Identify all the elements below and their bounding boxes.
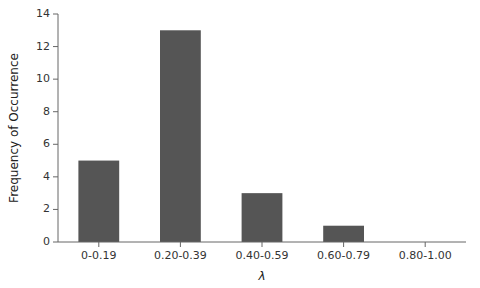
y-axis-label: Frequency of Occurrence [7, 53, 21, 203]
y-tick-label: 4 [43, 170, 50, 183]
x-axis-label: λ [257, 269, 265, 283]
y-tick [53, 46, 58, 47]
x-tick [98, 242, 99, 247]
y-axis: 0 2 4 6 8 10 12 14 [36, 7, 58, 248]
x-tick-label: 0.80-1.00 [399, 249, 452, 262]
y-tick [53, 176, 58, 177]
x-tick-label: 0.40-0.59 [236, 249, 289, 262]
y-tick-label: 12 [36, 40, 50, 53]
y-axis-line [58, 14, 59, 242]
bar [242, 193, 283, 242]
y-tick [53, 242, 58, 243]
bars [78, 30, 364, 242]
bar [160, 30, 201, 242]
axes [58, 14, 466, 242]
y-tick [53, 144, 58, 145]
x-tick [180, 242, 181, 247]
chart-container: 0 2 4 6 8 10 12 14 0-0.19 0.20-0.39 0.40-0.59 0.60-… [0, 0, 480, 288]
x-tick [343, 242, 344, 247]
y-tick-label: 14 [36, 7, 50, 20]
y-tick-label: 0 [43, 235, 50, 248]
x-tick-label: 0.20-0.39 [154, 249, 207, 262]
x-tick-label: 0-0.19 [81, 249, 116, 262]
y-tick-label: 10 [36, 72, 50, 85]
y-tick [53, 14, 58, 15]
y-tick [53, 111, 58, 112]
y-tick [53, 209, 58, 210]
y-tick-label: 6 [43, 137, 50, 150]
x-tick-label: 0.60-0.79 [317, 249, 370, 262]
y-tick [53, 79, 58, 80]
x-tick [425, 242, 426, 247]
chart-svg: 0 2 4 6 8 10 12 14 0-0.19 0.20-0.39 0.40-0.59 0.60-… [0, 0, 480, 288]
x-tick [262, 242, 263, 247]
x-axis: 0-0.19 0.20-0.39 0.40-0.59 0.60-0.79 0.80-1.… [81, 242, 452, 262]
y-tick-label: 2 [43, 202, 50, 215]
y-tick-label: 8 [43, 105, 50, 118]
bar [78, 161, 119, 242]
bar [323, 226, 364, 242]
